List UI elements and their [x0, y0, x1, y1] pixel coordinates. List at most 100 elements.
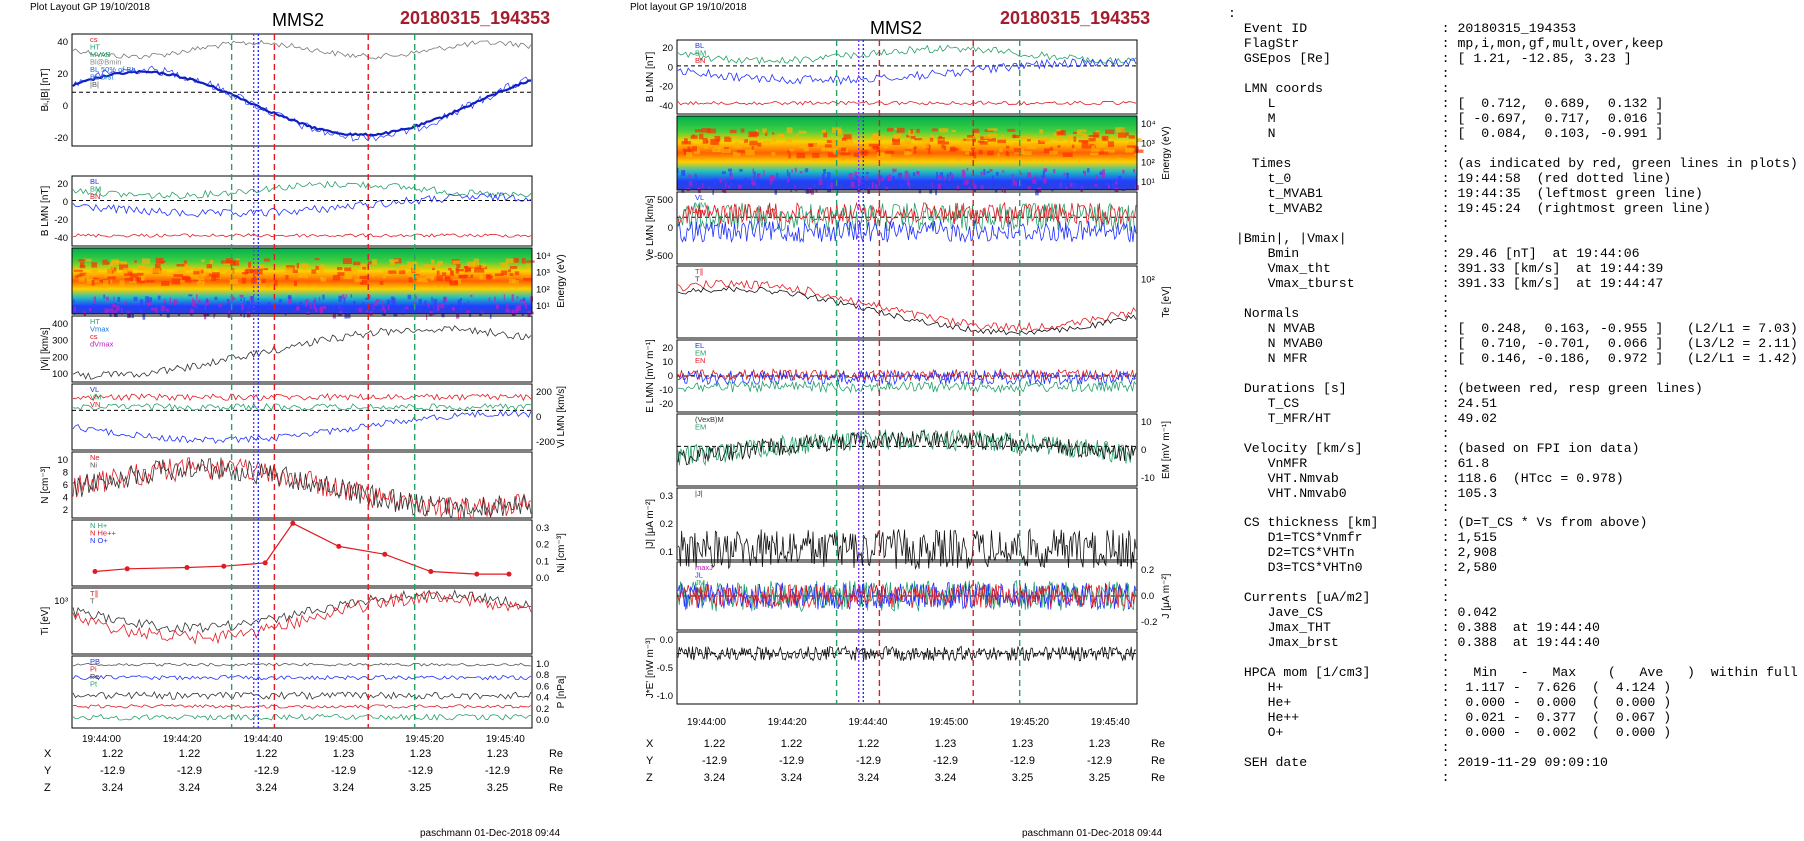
bl-tick-label: -20 [54, 133, 68, 144]
jlmn-legend-entry: JN [695, 586, 704, 595]
spec_e-spectro-cell [872, 135, 878, 141]
spec_i-spectro-cell [423, 264, 433, 268]
spec_e-spectro-cell [876, 147, 880, 153]
spec_e-spectro-cell [982, 186, 984, 189]
ephemeris-label: X [44, 747, 52, 760]
ephemeris-unit: Re [1150, 771, 1166, 784]
spec_i-spectro-cell [248, 261, 252, 268]
spec_i-spectro-cell [506, 303, 509, 310]
time-tick-label: 19:44:00 [82, 734, 121, 745]
spec_e-spectro-cell [702, 137, 708, 144]
spec_i-spectro-cell [425, 276, 435, 279]
spec_e-spectro-cell [918, 189, 922, 194]
jlmn-ylabel: J [μA m⁻²] [1161, 573, 1172, 618]
spec_e-spectro-cell [1127, 145, 1136, 149]
spec_i-spectro-cell [445, 275, 451, 279]
summary-line: Jave_CS : 0.042 [1267, 605, 1498, 621]
spec_e-spectro-cell [1010, 182, 1014, 188]
spec_i-spectro-cell [180, 280, 185, 283]
spec_e-spectro-cell [1011, 174, 1014, 177]
r_blmn-frame [676, 39, 1138, 115]
spec_i-spectro-cell [247, 266, 256, 270]
spec_i-spectro-cell [457, 299, 462, 306]
spec_e-spectro-cell [1051, 184, 1054, 192]
spec_e-tick-label: 10¹ [1141, 177, 1155, 188]
spec_e-spectro-cell [936, 172, 938, 179]
spec_i-spectro-cell [407, 266, 414, 270]
spec_e-spectro-cell [876, 152, 885, 158]
spec_e-spectro-cell [688, 180, 693, 187]
spec_e-spectro-cell [1122, 170, 1125, 174]
bl-legend-entry: BL 50% of BL [90, 65, 136, 74]
spec_i-spectro-cell [229, 278, 238, 284]
spec_i-spectro-cell [116, 305, 120, 311]
ephemeris-value: -12.9 [253, 764, 280, 777]
spec_e-spectro-cell [828, 147, 838, 153]
spec_e-spectro-cell [1088, 140, 1098, 146]
spec_e-spectro-cell [970, 147, 975, 150]
spec_i-spectro-cell [165, 273, 175, 277]
spec_e-spectro-cell [822, 173, 825, 181]
spec_e-spectro-cell [770, 175, 775, 181]
spec_e-spectro-cell [684, 138, 688, 144]
ve-legend-entry: VL [695, 193, 704, 202]
summary-line: He++ : 0.021 - 0.377 ( 0.067 ) [1267, 710, 1672, 726]
spec_i-spectro-cell [338, 305, 340, 309]
spec_e-spectro-cell [839, 140, 848, 147]
spec_i-spectro-cell [397, 268, 402, 271]
spec_e-spectro-cell [964, 151, 970, 156]
spec_e-spectro-cell [1031, 143, 1039, 146]
spec_i-spectro-cell [184, 263, 188, 269]
spec_i-spectro-cell [251, 302, 255, 305]
spec_i-spectro-cell [267, 302, 271, 309]
spec_e-spectro-cell [1026, 136, 1034, 139]
right-title: MMS2 [870, 18, 923, 38]
spec_i-spectro-cell [103, 280, 109, 286]
spec_i-spectro-cell [90, 269, 98, 272]
spec_e-spectro-cell [1067, 141, 1070, 148]
spec_i-spectro-cell [509, 309, 511, 314]
spec_e-spectro-cell [948, 174, 951, 181]
spec_e-spectro-cell [794, 167, 797, 173]
spec_e-spectro-cell [914, 138, 923, 141]
hpca-hpca-point [221, 563, 227, 569]
spec_i-spectro-cell [418, 298, 422, 305]
spec_i-spectro-cell [495, 304, 499, 309]
spec_e-spectro-cell [1006, 150, 1009, 154]
spec_i-spectro-cell [401, 308, 405, 315]
elmn-legend-entry: EL [695, 341, 704, 350]
spec_i-spectro-cell [348, 268, 358, 273]
spec_i-spectro-cell [107, 309, 112, 312]
spec_i-spectro-cell [383, 270, 393, 276]
spec_e-spectro-cell [1032, 179, 1036, 184]
spec_e-spectro-cell [988, 133, 998, 137]
ti-legend-entry: T∥ [90, 589, 98, 598]
spec_e-spectro-cell [939, 172, 944, 178]
spec_i-spectro-cell [148, 297, 152, 303]
spec_e-spectro-cell [922, 143, 929, 149]
r_blmn-series-1 [677, 57, 1137, 86]
hpca-hpca-point [382, 551, 388, 557]
spec_i-spectro-cell [511, 294, 514, 301]
blmn-series-2 [73, 233, 532, 238]
em-series-1 [677, 430, 1137, 466]
vi-legend-entry: cs [90, 332, 98, 341]
spec_e-spectro-cell [1097, 186, 1099, 191]
spec_e-spectro-cell [695, 179, 697, 186]
summary-line: t_MVAB2 : 19:45:24 (rightmost green line… [1267, 200, 1711, 216]
spec_e-spectro-cell [850, 181, 855, 188]
spec_e-spectro-cell [1105, 129, 1115, 134]
spec_i-spectro-cell [332, 305, 335, 312]
spec_e-spectro-cell [821, 129, 826, 134]
p-series-3 [72, 704, 532, 709]
vlmn-legend-entry: VL [90, 385, 99, 394]
spec_e-spectro-cell [880, 176, 884, 182]
spec_e-spectro-cell [823, 131, 828, 138]
blmn-legend-entry: BN [90, 192, 100, 201]
spec_i-spectro-cell [456, 262, 461, 268]
spec_e-spectro-cell [904, 177, 907, 181]
ephemeris-value: 3.24 [857, 771, 880, 784]
